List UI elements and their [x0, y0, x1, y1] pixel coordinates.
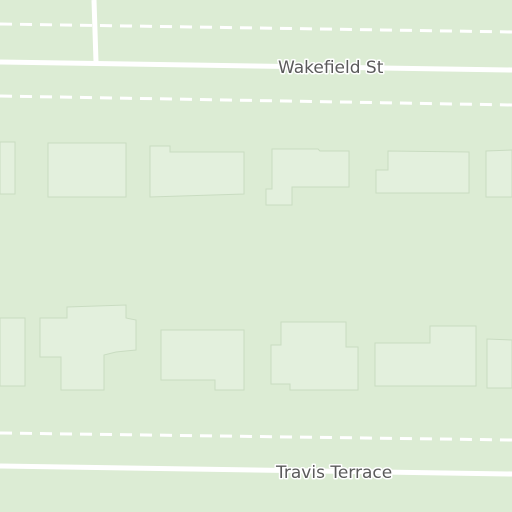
street-wakefield[interactable]: [0, 59, 512, 73]
footpath-south: [0, 431, 512, 442]
building: [485, 149, 512, 198]
building: [0, 141, 16, 195]
footpath-top: [0, 22, 512, 34]
footpath-north: [0, 94, 512, 107]
street-label-travis: Travis Terrace: [275, 463, 392, 483]
building: [160, 329, 245, 391]
street-label-wakefield: Wakefield St: [278, 58, 384, 78]
building: [265, 148, 350, 206]
building: [47, 142, 127, 198]
building: [375, 150, 470, 194]
side-lane: [91, 0, 99, 63]
building: [149, 145, 245, 198]
building: [486, 338, 512, 389]
building: [374, 325, 477, 387]
building: [0, 317, 26, 387]
street-travis[interactable]: [0, 463, 512, 477]
building: [39, 304, 137, 391]
building: [270, 321, 359, 391]
